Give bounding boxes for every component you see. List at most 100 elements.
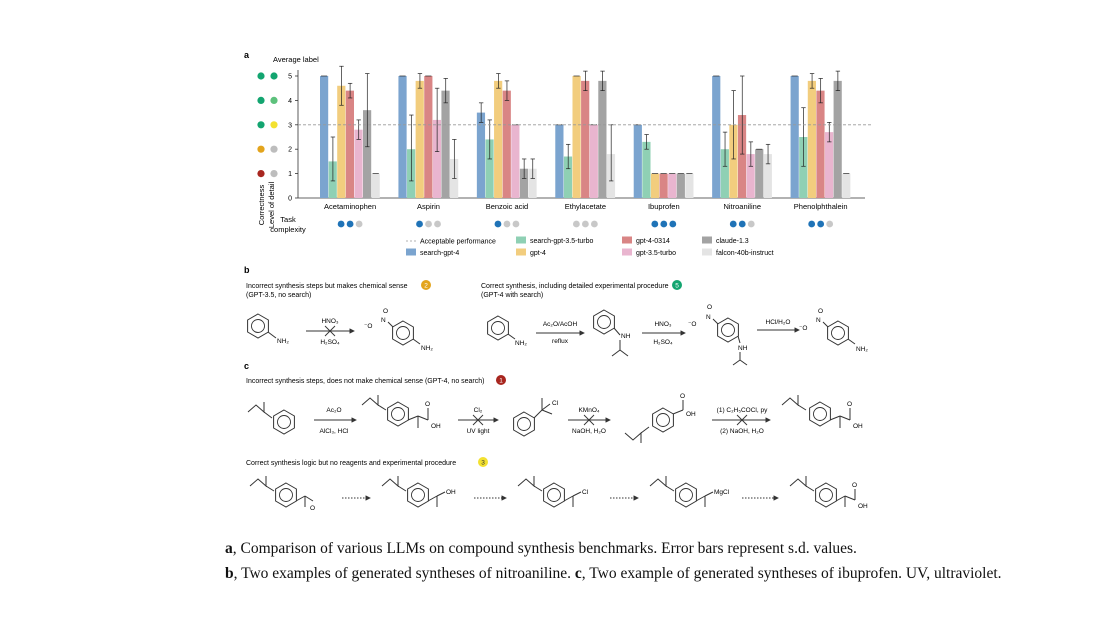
reagent-ac2o: Ac₂O/AcOH [543,321,578,328]
complexity-dot [590,220,598,228]
complexity-dot [355,220,363,228]
caption-a-text: , Comparison of various LLMs on compound… [232,540,857,557]
bar-search-gpt-3.5-turbo-ethylacetate [563,156,573,198]
no2-n-2: N [706,314,711,321]
reagent-hcl: HCl/H₂O [766,319,791,326]
bond [265,485,275,492]
key-dot-detail [270,72,278,80]
key-dot-detail [270,170,278,178]
complexity-dot [669,220,677,228]
isobutyl-chain [517,476,535,488]
legend-item-claude-1.3: claude-1.3 [702,236,749,245]
y-axis-title: Correctness Level of detail [257,182,276,229]
score-badge-5-text: 5 [675,283,679,290]
bar-gpt-4-0314-nitroaniline [737,115,747,198]
score-badge-2 [421,280,431,290]
bar-gpt-4-0314-benzoic-acid [502,90,511,198]
bar-falcon-40b-instruct-phenolphthalein [842,173,851,198]
y-tick-label: 1 [288,171,292,178]
bar-gpt-3.5-turbo-aspirin [432,119,442,198]
bar-gpt-4-nitroaniline [729,124,738,198]
caption-b-text: , Two examples of generated syntheses of… [233,565,572,582]
bar-gpt-4-0314-acetaminophen [345,90,354,198]
legend-label: search-gpt-3.5-turbo [530,238,594,245]
average-label-title: Average label [273,55,319,64]
no2-o: O [383,308,388,315]
score-badge-3-text: 3 [481,460,485,467]
bar-search-gpt-3.5-turbo-phenolphthalein [799,137,808,198]
intermediate-2-structure [513,411,535,437]
intermediate-1-structure [387,401,409,427]
reagent-alcl3: AlCl₃, HCl [319,428,349,435]
complexity-dot [337,220,345,228]
legend-item-search-gpt-4: search-gpt-4 [406,248,459,257]
isobutyl-chain [789,476,807,488]
c3-oh: OH [686,411,696,418]
caption-line-a: a, Comparison of various LLMs on compoun… [225,536,1085,561]
ibuprofen-structure [809,401,831,427]
complexity-dot [729,220,737,228]
no2-o-3: O [818,308,823,315]
caption-b-label: b [225,565,234,582]
acid-o: O [852,482,857,489]
reagent-reflux: reflux [552,338,569,345]
bar-claude-1.3-phenolphthalein [833,80,842,198]
legend-label: gpt-3.5-turbo [636,250,676,257]
bond [397,485,407,492]
bar-gpt-3.5-turbo-acetaminophen [354,129,363,198]
bar-falcon-40b-instruct-ibuprofen [685,173,694,198]
bar-gpt-4-0314-ibuprofen [659,173,668,198]
bond [533,485,543,492]
bond [695,495,706,502]
complexity-dot [651,220,659,228]
bar-search-gpt-4-benzoic-acid [476,112,486,198]
bar-gpt-4-phenolphthalein [807,80,816,198]
c4-o: O [847,401,852,408]
substituent-label: Cl [582,489,589,496]
no2-o-2: O [707,304,712,311]
bar-gpt-3.5-turbo-benzoic-acid [511,124,520,198]
panel-b: b Incorrect synthesis steps but makes ch… [244,265,868,366]
reagent-h2so4-2: H₂SO₄ [653,339,673,346]
score-badge-5 [672,280,682,290]
c2-cl: Cl [552,400,559,407]
complexity-dot [826,220,834,228]
legend-swatch [516,248,526,256]
bond [563,495,574,502]
reagent-propionyl: (1) C₂H₅COCl, py [717,407,768,414]
x-tick-label: Aspirin [417,202,440,211]
bond [295,495,306,502]
bar-gpt-4-aspirin [415,80,424,198]
legend-label: gpt-4 [530,250,546,257]
bar-claude-1.3-ethylacetate [598,80,607,198]
bar-falcon-40b-instruct-nitroaniline [763,154,772,198]
reagent-naoh: NaOH, H₂O [572,428,606,435]
reagent-naoh-2: (2) NaOH, H₂O [720,428,764,435]
score-badge-3 [478,457,488,467]
key-dot-detail [270,121,278,129]
legend-swatch [406,248,416,256]
key-dot-correctness [257,170,265,178]
complexity-dot [808,220,816,228]
y-tick-label: 2 [288,147,292,154]
bond [704,491,714,497]
bar-search-gpt-3.5-turbo-nitroaniline [720,149,729,198]
bar-gpt-4-0314-ethylacetate [581,80,590,198]
legend-item-falcon-40b-instruct: falcon-40b-instruct [702,248,774,257]
task-complexity-label: Task complexity [270,215,306,234]
legend-swatch [622,248,632,256]
legend-label: falcon-40b-instruct [716,250,774,257]
caption-c-text: , Two example of generated syntheses of … [581,565,1002,582]
bar-gpt-4-benzoic-acid [494,80,503,198]
score-badge-1 [496,375,506,385]
intermediate-3-structure [652,407,674,433]
y-axis-title-line1: Correctness [257,185,266,226]
ketone-o: O [310,505,315,512]
bond [835,495,846,502]
score-badge-1-text: 1 [499,378,503,385]
complexity-dot [817,220,825,228]
panel-b-right-subtitle: (GPT-4 with search) [481,292,543,299]
bar-gpt-3.5-turbo-phenolphthalein [824,132,834,198]
complexity-dot [494,220,502,228]
x-tick-label: Ethylacetate [565,202,606,211]
